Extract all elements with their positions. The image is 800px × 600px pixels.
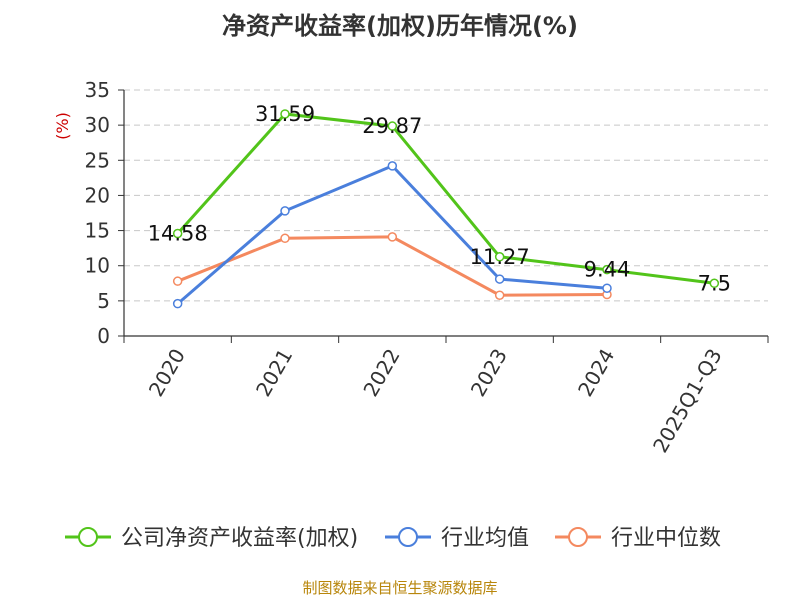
series-line	[177, 235, 608, 297]
data-point	[280, 109, 290, 119]
data-point	[709, 278, 720, 289]
x-tick-label: 2025Q1-Q3	[648, 345, 727, 457]
data-label: 14.58	[148, 222, 208, 246]
data-label: 31.59	[255, 102, 315, 126]
data-point	[494, 290, 505, 300]
data-point	[387, 121, 398, 131]
y-tick-label: 25	[85, 148, 110, 172]
data-label: 29.87	[362, 114, 422, 138]
legend-marker	[398, 527, 418, 547]
series-公司净资产收益率(加权): 14.58 31.59 29.87 11.27 9.44 7.5	[148, 102, 731, 295]
x-tick-label: 2023	[466, 344, 512, 400]
data-point	[387, 161, 398, 171]
y-tick-label: 15	[85, 219, 110, 243]
data-point	[172, 276, 183, 286]
y-axis-label: (%)	[53, 112, 72, 140]
y-tick-label: 10	[85, 254, 110, 278]
x-tick-label: 2021	[251, 345, 297, 401]
y-tick-label: 0	[97, 324, 110, 348]
data-point	[280, 233, 290, 244]
legend-marker	[78, 527, 98, 547]
axes	[118, 89, 769, 343]
x-tick-label: 2022	[358, 345, 404, 401]
legend-item: 行业中位数	[555, 526, 721, 551]
source-note: 制图数据来自恒生聚源数据库	[302, 579, 497, 597]
y-tick-label: 5	[97, 289, 110, 313]
data-label: 7.5	[698, 271, 731, 295]
legend-label: 公司净资产收益率(加权)	[121, 526, 358, 551]
data-point	[602, 264, 612, 275]
legend-label: 行业均值	[441, 526, 529, 551]
legend-item: 行业均值	[385, 526, 529, 551]
x-tick-label: 2020	[144, 345, 190, 401]
data-point	[172, 298, 183, 309]
y-tick-label: 20	[85, 183, 110, 207]
legend[interactable]: 公司净资产收益率(加权) 行业均值 行业中位数	[65, 526, 721, 551]
data-point	[172, 228, 183, 239]
data-point	[280, 206, 290, 216]
y-tick-label: 30	[85, 113, 110, 137]
data-point	[494, 252, 505, 262]
legend-item: 公司净资产收益率(加权)	[65, 526, 358, 551]
series-line	[176, 112, 715, 285]
data-point	[602, 283, 612, 293]
data-point	[387, 232, 398, 242]
x-tick-labels: 2020 2021 2022 2023 2024 2025Q1-Q3	[144, 344, 727, 456]
chart-title: 净资产收益率(加权)历年情况(%)	[222, 12, 578, 40]
series-行业中位数	[172, 232, 612, 300]
legend-label: 行业中位数	[611, 526, 721, 551]
y-tick-labels: 0 5 10 15 20 25 30 35	[85, 78, 110, 348]
data-label: 11.27	[470, 245, 530, 269]
y-tick-label: 35	[85, 78, 110, 102]
series-行业均值	[172, 161, 612, 309]
legend-marker	[568, 527, 588, 547]
data-label: 9.44	[584, 258, 631, 282]
series-group: 14.58 31.59 29.87 11.27 9.44 7.5	[148, 102, 731, 309]
data-point	[494, 274, 505, 284]
grid-lines	[124, 89, 768, 302]
x-tick-label: 2024	[573, 345, 619, 401]
